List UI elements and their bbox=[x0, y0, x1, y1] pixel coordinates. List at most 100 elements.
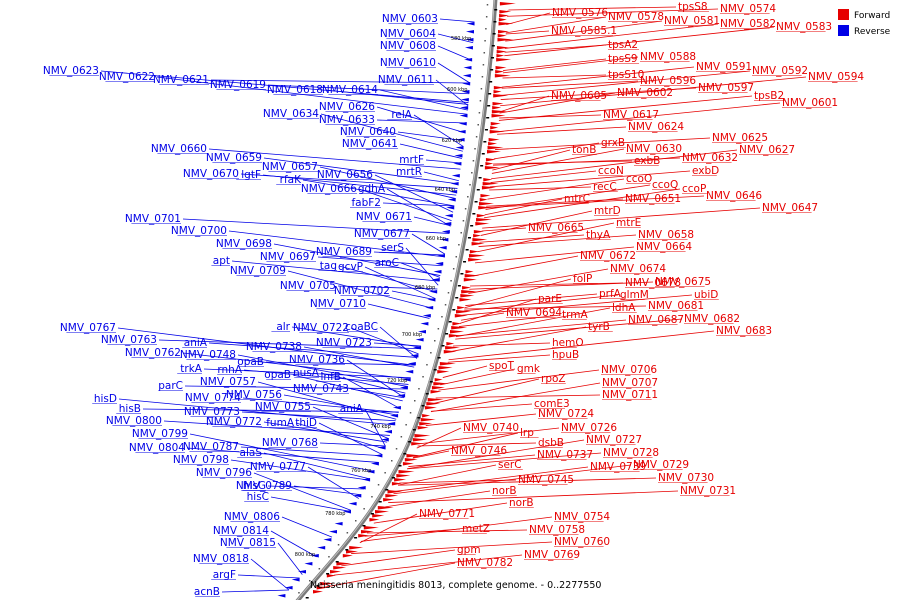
leader-line bbox=[479, 234, 585, 243]
minor-tick bbox=[298, 592, 300, 594]
forward-gene-feature bbox=[490, 122, 501, 126]
leader-line bbox=[210, 79, 471, 84]
forward-gene-feature bbox=[446, 342, 455, 346]
reverse-gene-label: NMV_0773 bbox=[184, 406, 240, 418]
reverse-gene-label: NMV_0603 bbox=[382, 13, 438, 25]
forward-gene-feature bbox=[487, 146, 504, 150]
reverse-gene-feature bbox=[447, 198, 456, 202]
forward-gene-feature bbox=[342, 554, 353, 558]
forward-gene-feature bbox=[471, 242, 485, 246]
forward-gene-label: NMV_0682 bbox=[684, 313, 740, 325]
leader-line bbox=[312, 406, 389, 439]
forward-gene-label: NMV_0746 bbox=[451, 445, 507, 457]
leader-line bbox=[499, 114, 602, 119]
reverse-gene-label: hisB bbox=[119, 403, 141, 415]
forward-gene-feature bbox=[375, 510, 389, 514]
forward-gene-feature bbox=[473, 234, 482, 238]
leader-line bbox=[303, 346, 415, 368]
forward-gene-label: NMV_0681 bbox=[648, 300, 704, 312]
leader-line bbox=[507, 6, 677, 11]
leader-line bbox=[324, 89, 469, 105]
forward-gene-label: NMV_0711 bbox=[602, 389, 658, 401]
forward-gene-feature bbox=[488, 138, 500, 142]
forward-gene-feature bbox=[480, 194, 491, 198]
major-tick bbox=[429, 381, 433, 383]
minor-tick bbox=[479, 100, 482, 102]
leader-line bbox=[506, 12, 551, 25]
major-tick bbox=[445, 333, 449, 335]
coordinate-tick-label: 680 kbp bbox=[415, 285, 435, 291]
forward-gene-feature bbox=[439, 362, 456, 366]
leader-line bbox=[485, 195, 705, 208]
forward-gene-label: NMV_0624 bbox=[628, 121, 684, 133]
forward-gene-label: parE bbox=[538, 293, 562, 305]
leader-line bbox=[338, 265, 437, 293]
legend-forward-swatch bbox=[838, 9, 849, 20]
minor-tick bbox=[426, 364, 428, 366]
reverse-gene-label: hisC bbox=[247, 491, 269, 503]
leader-line bbox=[407, 452, 602, 470]
forward-gene-feature bbox=[497, 38, 514, 42]
forward-gene-feature bbox=[411, 442, 424, 446]
leader-line bbox=[320, 372, 406, 394]
reverse-gene-feature bbox=[420, 322, 429, 326]
forward-gene-feature bbox=[391, 482, 402, 486]
forward-gene-feature bbox=[363, 526, 379, 530]
reverse-gene-label: lgtF bbox=[241, 169, 261, 181]
genome-caption: Neisseria meningitidis 8013, complete ge… bbox=[310, 580, 601, 591]
leader-line bbox=[364, 528, 461, 537]
forward-gene-label: NMV_0758 bbox=[529, 524, 585, 536]
reverse-gene-feature bbox=[460, 106, 469, 110]
major-tick bbox=[470, 225, 474, 227]
forward-gene-feature bbox=[437, 370, 450, 374]
reverse-gene-feature bbox=[323, 538, 332, 542]
reverse-gene-label: alr bbox=[276, 321, 290, 333]
reverse-gene-feature bbox=[387, 422, 396, 426]
leader-line bbox=[451, 326, 587, 352]
forward-gene-feature bbox=[394, 478, 407, 482]
reverse-gene-label: NMV_0777 bbox=[250, 461, 306, 473]
reverse-gene-feature bbox=[451, 174, 460, 178]
reverse-gene-label: aniA bbox=[340, 403, 364, 415]
forward-gene-feature bbox=[396, 474, 411, 478]
leader-line bbox=[388, 490, 679, 503]
reverse-gene-label: NMV_0789 bbox=[236, 480, 292, 492]
forward-gene-label: NMV_0737 bbox=[537, 449, 593, 461]
reverse-gene-label: NMV_0723 bbox=[316, 337, 372, 349]
coordinate-tick-label: 600 kbp bbox=[447, 87, 467, 93]
forward-gene-feature bbox=[330, 570, 341, 574]
forward-gene-feature bbox=[402, 462, 414, 466]
leader-line bbox=[425, 413, 537, 426]
forward-gene-feature bbox=[434, 378, 443, 382]
forward-gene-label: NMV_0674 bbox=[610, 263, 666, 275]
leader-line bbox=[504, 26, 775, 57]
forward-gene-label: NMV_0664 bbox=[636, 241, 692, 253]
major-tick bbox=[476, 189, 480, 191]
major-tick bbox=[494, 9, 498, 11]
forward-gene-label: NMV_0730 bbox=[658, 472, 714, 484]
leader-line bbox=[505, 16, 607, 34]
reverse-gene-label: hisD bbox=[94, 393, 117, 405]
reverse-gene-label: NMV_0623 bbox=[43, 65, 99, 77]
leader-line bbox=[394, 466, 589, 492]
reverse-gene-label: NMV_0698 bbox=[216, 238, 272, 250]
minor-tick bbox=[481, 76, 484, 78]
leader-line bbox=[158, 339, 421, 350]
forward-gene-label: NMV_0596 bbox=[640, 75, 696, 87]
reverse-gene-label: NMV_0787 bbox=[183, 441, 239, 453]
forward-gene-feature bbox=[450, 330, 464, 334]
leader-line bbox=[240, 446, 382, 457]
forward-gene-feature bbox=[485, 158, 496, 162]
reverse-gene-feature bbox=[458, 122, 467, 126]
minor-tick bbox=[418, 388, 420, 390]
reverse-gene-feature bbox=[418, 330, 426, 334]
major-tick bbox=[455, 297, 459, 299]
leader-line bbox=[391, 290, 436, 301]
leader-line bbox=[263, 421, 388, 443]
forward-gene-feature bbox=[461, 290, 478, 294]
major-tick bbox=[465, 249, 469, 251]
forward-gene-label: NMV_0583 bbox=[776, 21, 832, 33]
major-tick bbox=[421, 405, 425, 407]
leader-line bbox=[118, 398, 395, 426]
